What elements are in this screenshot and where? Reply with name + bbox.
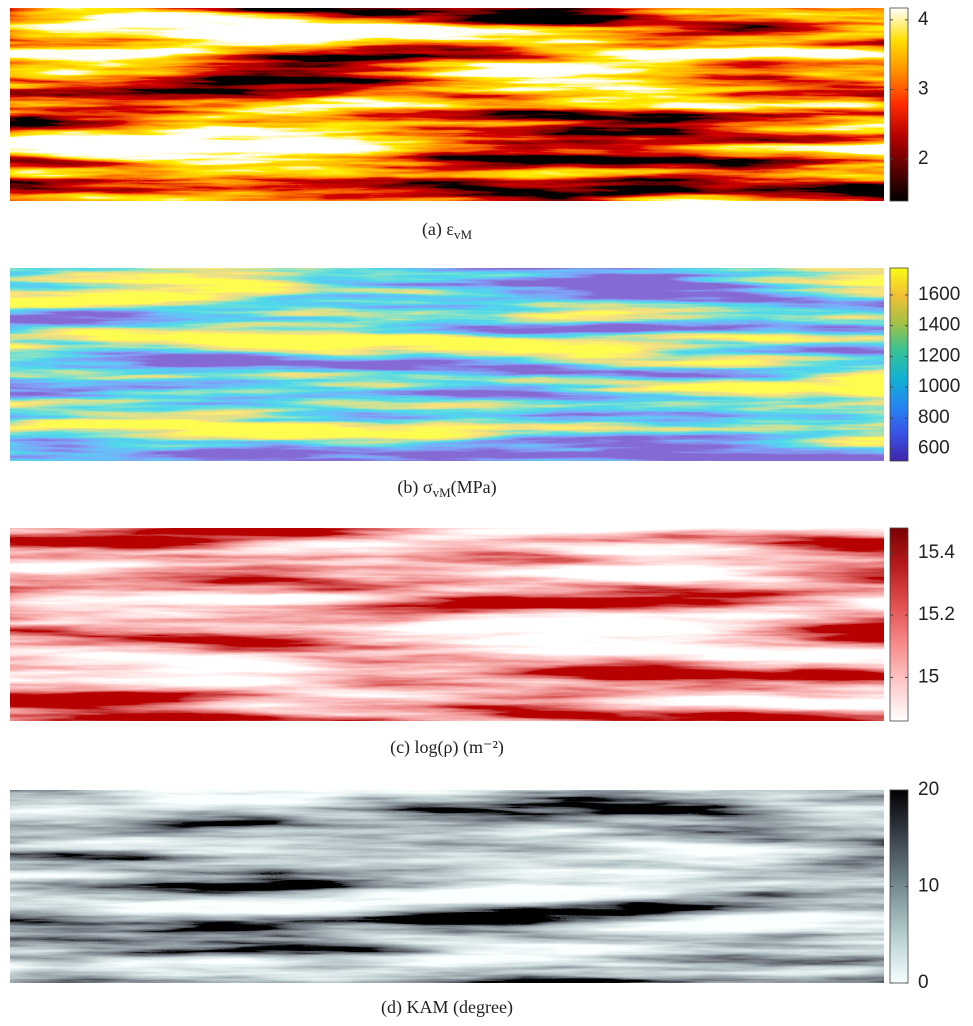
- colorbar: [889, 527, 909, 722]
- caption-part: (b) σ: [397, 477, 432, 498]
- caption: (d) KAM (degree): [381, 997, 513, 1018]
- colorbar-tick-label: 2: [918, 148, 929, 169]
- colorbar-tick-label: 800: [918, 407, 950, 428]
- caption-part: (a) ε: [422, 219, 454, 240]
- colorbar-tick-label: 15.2: [918, 604, 955, 625]
- colorbar-tick-label: 20: [918, 779, 939, 800]
- colorbar-tick-label: 15.4: [918, 542, 955, 563]
- heatmap-field: [10, 790, 884, 983]
- colorbar-tick-label: 1200: [918, 345, 960, 366]
- colorbar-tick-label: 10: [918, 876, 939, 897]
- heatmap-field: [10, 528, 884, 721]
- colorbar-tick-label: 1400: [918, 315, 960, 336]
- caption-part: (c) log(ρ) (m⁻²): [390, 737, 504, 758]
- colorbar-tick-label: 0: [918, 972, 929, 993]
- caption: (b) σvM(MPa): [397, 477, 496, 500]
- colorbar-tick-label: 1000: [918, 376, 960, 397]
- caption: (a) εvM: [422, 219, 473, 242]
- caption-part: vM: [433, 485, 452, 500]
- heatmap-field: [10, 268, 884, 461]
- colorbar-tick-label: 3: [918, 79, 929, 100]
- heatmap-field: [10, 8, 884, 201]
- caption-part: (MPa): [451, 477, 497, 498]
- colorbar-tick-label: 1600: [918, 284, 960, 305]
- colorbar-tick-label: 15: [918, 666, 939, 687]
- colorbar: [889, 7, 909, 202]
- caption-part: vM: [454, 227, 473, 242]
- colorbar-tick-label: 600: [918, 438, 950, 459]
- colorbar-tick-label: 4: [918, 9, 929, 30]
- caption-part: (d) KAM (degree): [381, 997, 513, 1018]
- colorbar: [889, 267, 909, 462]
- caption: (c) log(ρ) (m⁻²): [390, 737, 504, 758]
